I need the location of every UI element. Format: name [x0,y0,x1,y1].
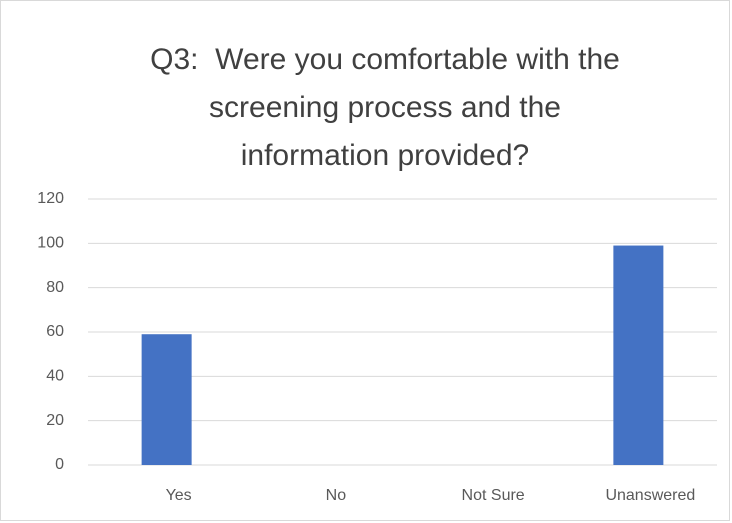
y-tick-label: 0 [55,456,64,473]
chart-title: Q3: Were you comfortable with the screen… [150,43,620,172]
y-tick-label: 80 [46,279,64,296]
y-tick-label: 40 [46,368,64,385]
y-tick-label: 60 [46,323,64,340]
bar [141,334,192,465]
bar [613,245,664,465]
x-tick-label: No [326,487,347,504]
x-tick-label: Yes [166,487,192,504]
y-tick-label: 100 [37,235,64,252]
y-tick-label: 20 [46,412,64,429]
x-tick-label: Not Sure [462,487,525,504]
y-tick-label: 120 [37,190,64,207]
x-tick-label: Unanswered [605,487,695,504]
